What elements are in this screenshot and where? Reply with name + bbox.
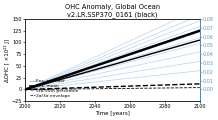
Title: OHC Anomaly, Global Ocean
v2.LR.SSP370_0161 (black): OHC Anomaly, Global Ocean v2.LR.SSP370_0… — [65, 4, 160, 18]
X-axis label: Time [years]: Time [years] — [95, 111, 130, 116]
Y-axis label: ΔOHC [ ×10²³ J]: ΔOHC [ ×10²³ J] — [4, 39, 10, 82]
Legend: Ens. member, Ens. mean, 5th/95th percentile, 2σ/3σ envelope: Ens. member, Ens. mean, 5th/95th percent… — [29, 79, 79, 98]
